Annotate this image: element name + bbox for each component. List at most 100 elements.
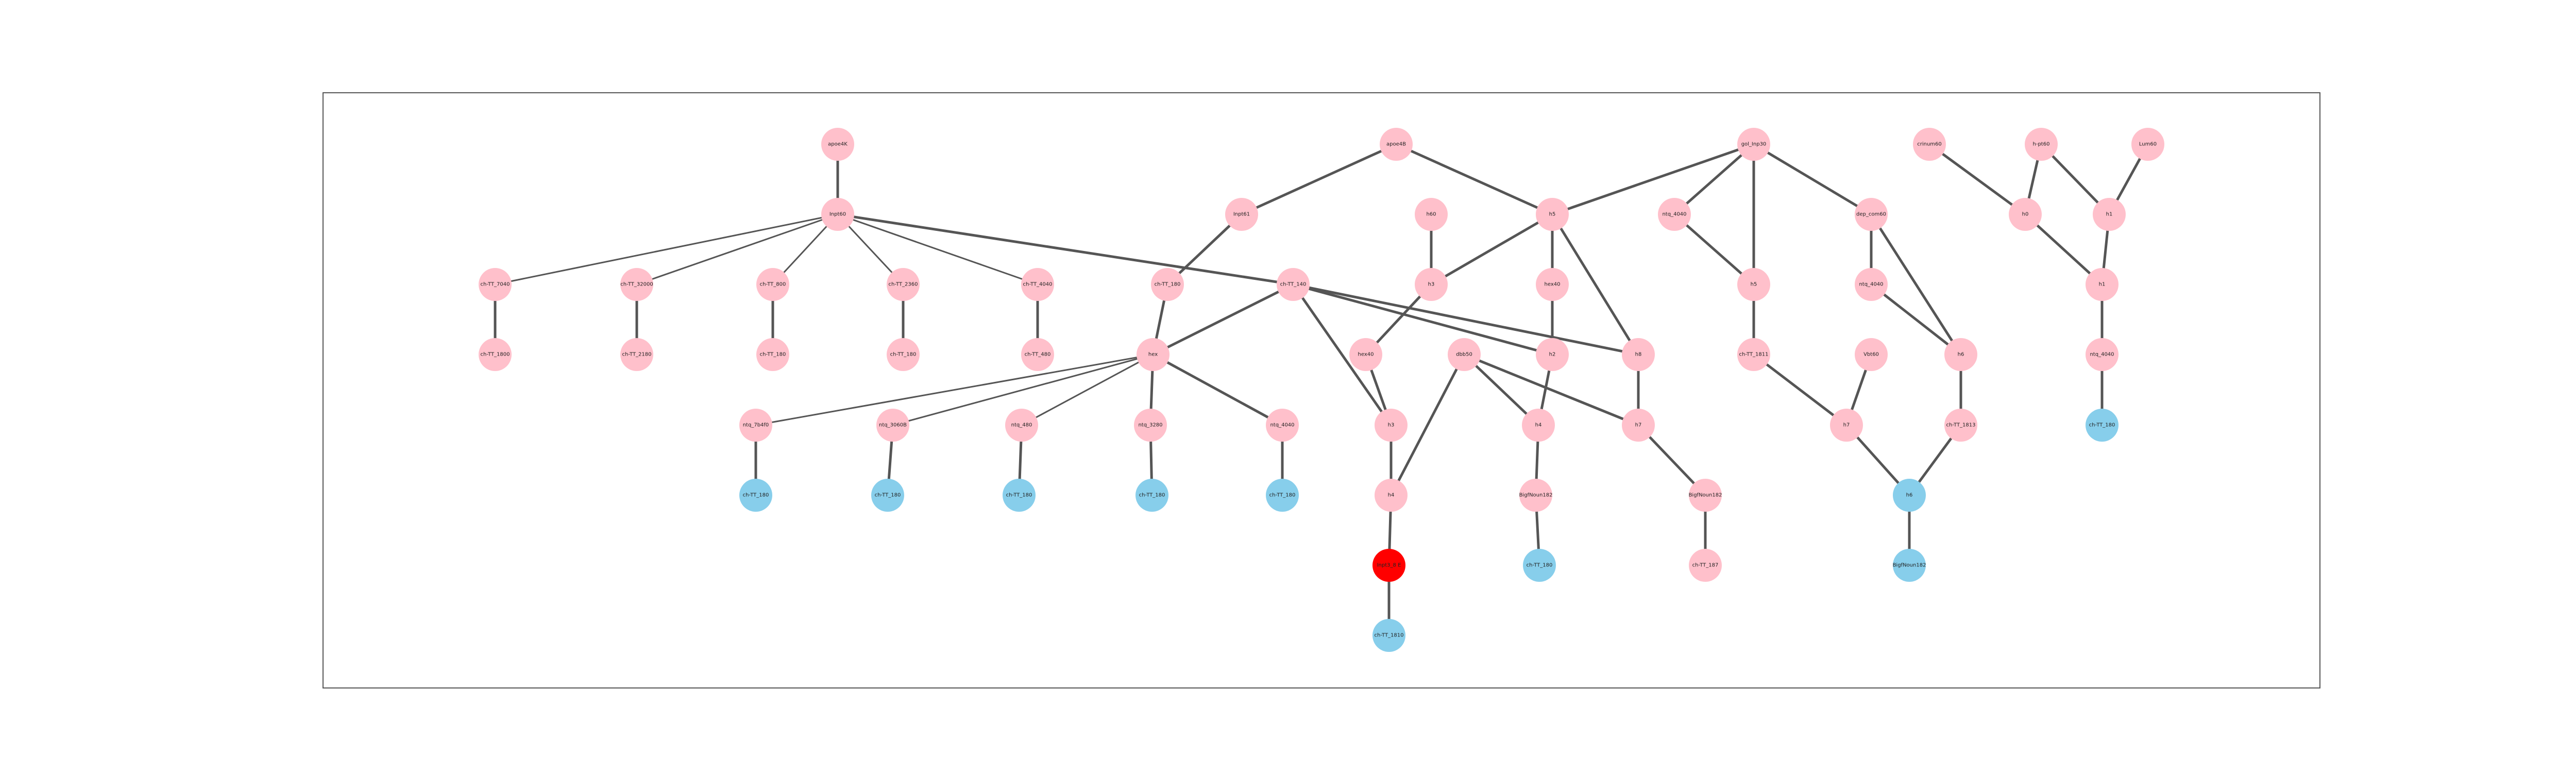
graph-node[interactable]: hex40 [1536,268,1569,301]
graph-node[interactable]: hex40 [1349,338,1382,371]
graph-node[interactable]: BigfNoun182 [1689,479,1722,512]
node-label: hex [1148,352,1158,358]
node-label: h2 [1549,352,1556,358]
graph-node[interactable]: ch-TT_187 [1689,549,1722,582]
graph-node[interactable]: ch-TT_1811 [1737,338,1770,371]
node-label: gol_Inp30 [1741,142,1767,147]
node-circle [739,479,772,512]
node-label: ch-TT_180 [1155,282,1181,288]
graph-node[interactable]: h3 [1415,268,1448,301]
graph-node[interactable]: h7 [1830,409,1863,442]
node-label: ntq_4040 [1270,423,1294,428]
node-label: ch-TT_32000 [620,282,653,288]
graph-node[interactable]: crinum60 [1913,128,1946,161]
graph-node[interactable]: h2 [1536,338,1569,371]
graph-node[interactable]: ch-TT_180 [2086,409,2119,442]
node-label: ch-TT_4040 [1023,282,1052,288]
graph-node[interactable]: h4 [1375,479,1408,512]
graph-node[interactable]: ch-TT_180 [1151,268,1184,301]
graph-node[interactable]: dep_com60 [1855,198,1888,231]
graph-node[interactable]: ch-TT_180 [871,479,904,512]
node-label: ch-TT_180 [2089,423,2115,428]
graph-node[interactable]: ch-TT_1800 [479,338,512,371]
graph-node[interactable]: h6 [1893,479,1926,512]
node-label: ch-TT_1810 [1374,633,1403,638]
graph-node[interactable]: ntq_3280 [1134,409,1167,442]
graph-node[interactable]: ch-TT_2180 [620,338,653,371]
graph-node[interactable]: ch-TT_7040 [479,268,512,301]
node-label: h0 [2022,212,2029,217]
edge-n2-n5 [636,213,839,285]
graph-node[interactable]: Inpt61 [1225,198,1258,231]
graph-node[interactable]: ch-TT_1810 [1372,619,1405,652]
graph-node[interactable]: Lum60 [2131,128,2164,161]
graph-node[interactable]: gol_Inp30 [1737,128,1770,161]
edge-n46-n50 [1752,143,1873,216]
graph-node[interactable]: ch-TT_2360 [887,268,920,301]
graph-node[interactable]: ch-TT_140 [1277,268,1310,301]
graph-node[interactable]: h7 [1622,409,1655,442]
graph-node[interactable]: h5 [1536,198,1569,231]
graph-node[interactable]: apoe4B [1380,128,1413,161]
graph-node[interactable]: ch-TT_800 [756,268,789,301]
graph-node[interactable]: h0 [2009,198,2042,231]
graph-node[interactable]: ntq_480 [1005,409,1038,442]
node-circle [1893,479,1926,512]
graph-node[interactable]: ch-TT_180 [1136,479,1168,512]
edge-n16-n31 [1292,283,1393,427]
node-circle [2025,128,2058,161]
graph-node[interactable]: ntq_4040 [1855,268,1888,301]
node-label: ch-TT_800 [760,282,786,288]
node-label: Inpt3_8 E [1377,563,1401,568]
graph-node[interactable]: h1 [2093,198,2126,231]
node-label: h7 [1635,423,1642,428]
node-circle [887,268,920,301]
graph-node[interactable]: BigfNoun182 [1519,479,1553,512]
graph-node[interactable]: hex [1137,338,1170,371]
edge-n51-n54 [1870,283,1962,356]
graph-node[interactable]: ntq_4040 [1266,409,1299,442]
node-label: apoe4K [828,142,848,147]
graph-node[interactable]: h5 [1737,268,1770,301]
graph-node[interactable]: h60 [1415,198,1448,231]
graph-node[interactable]: ch-TT_180 [1003,479,1036,512]
graph-node[interactable]: ch-TT_32000 [620,268,653,301]
graph-node[interactable]: dbb50 [1448,338,1481,371]
graph-node[interactable]: ntq_4040 [1658,198,1691,231]
graph-node[interactable]: ntq_3060B [876,409,909,442]
graph-node[interactable]: Inpt60 [821,198,854,231]
graph-node[interactable]: h4 [1522,409,1555,442]
node-circle [887,338,920,371]
graph-node[interactable]: BigfNoun182 [1893,549,1926,582]
graph-node[interactable]: ch-TT_180 [1523,549,1556,582]
graph-node[interactable]: apoe4K [821,128,854,161]
graph-node[interactable]: h8 [1622,338,1655,371]
node-label: h8 [1635,352,1642,358]
graph-node[interactable]: h6 [1944,338,1977,371]
graph-node[interactable]: ch-TT_180 [756,338,789,371]
node-label: ch-TT_180 [760,352,786,358]
edge-n50-n54 [1870,213,1962,356]
graph-node[interactable]: ch-TT_180 [739,479,772,512]
node-circle [821,128,854,161]
graph-node[interactable]: ch-TT_180 [887,338,920,371]
node-label: ntq_480 [1011,423,1032,428]
graph-node[interactable]: Vbt60 [1855,338,1888,371]
graph-node[interactable]: h1 [2086,268,2119,301]
graph-node[interactable]: ch-TT_1813 [1944,409,1977,442]
node-circle [2093,198,2126,231]
edge-n13-n14 [1240,143,1398,216]
node-label: h-pt60 [2033,142,2050,147]
node-label: crinum60 [1917,142,1942,147]
graph-node[interactable]: Inpt3_8 E [1372,549,1405,582]
node-circle [1380,128,1413,161]
graph-node[interactable]: ch-TT_180 [1266,479,1299,512]
node-circle [1523,549,1556,582]
graph-node[interactable]: ch-TT_4040 [1021,268,1054,301]
graph-node[interactable]: ntq_7b4f0 [739,409,772,442]
graph-node[interactable]: h-pt60 [2025,128,2058,161]
graph-node[interactable]: h3 [1375,409,1408,442]
graph-node[interactable]: ch-TT_480 [1021,338,1054,371]
node-label: h5 [1549,212,1556,217]
graph-node[interactable]: ntq_4040 [2086,338,2119,371]
